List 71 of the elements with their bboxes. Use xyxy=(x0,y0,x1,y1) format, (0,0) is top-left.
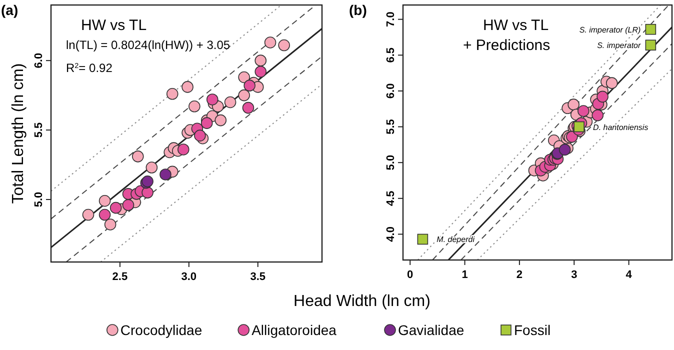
point xyxy=(417,234,428,245)
point xyxy=(98,208,111,221)
text: HW vs TL xyxy=(81,17,147,34)
point xyxy=(254,54,267,66)
point xyxy=(200,117,213,129)
x-tick-label: 2 xyxy=(516,269,523,281)
point xyxy=(238,71,250,84)
y-tick-label: 4.0 xyxy=(385,226,397,242)
point xyxy=(142,186,154,198)
x-tick-label: 3.5 xyxy=(250,271,266,283)
annotation: D. hantoniensis xyxy=(593,122,648,132)
point xyxy=(596,90,608,103)
point xyxy=(132,150,144,162)
point xyxy=(242,102,254,114)
x-tick-label: 1 xyxy=(462,269,468,281)
point xyxy=(254,66,267,78)
point xyxy=(224,96,236,108)
x-tick-label: 4 xyxy=(626,269,633,281)
point xyxy=(166,88,178,100)
y-tick-label: 4.5 xyxy=(385,190,397,206)
annotation: ln(TL) = 0.8024(ln(HW)) + 3.05 xyxy=(66,38,230,52)
point xyxy=(82,208,94,221)
point xyxy=(244,80,256,92)
y-axis-title: Total Length (ln cm) xyxy=(10,63,27,204)
legend-label: Alligatoroidea xyxy=(252,322,337,338)
point xyxy=(566,130,578,143)
annotation: R$^{2}$= 0.92 xyxy=(66,60,113,75)
y-tick-label: 6.0 xyxy=(385,83,397,99)
point xyxy=(568,98,580,110)
point xyxy=(104,218,116,230)
x-tick-label: 2.5 xyxy=(112,271,128,283)
y-tick-label: 5.5 xyxy=(33,122,45,138)
point xyxy=(645,24,656,35)
point xyxy=(188,100,200,112)
text: + Predictions xyxy=(463,37,550,54)
point xyxy=(558,144,571,156)
point xyxy=(578,105,590,117)
point xyxy=(278,39,290,52)
annotation: S. imperator (LR) xyxy=(579,25,641,34)
x-tick-label: 3 xyxy=(571,269,578,281)
legend-label: Crocodylidae xyxy=(120,322,202,338)
point xyxy=(606,77,618,89)
point xyxy=(98,194,111,207)
x-axis-title: Head Width (ln cm) xyxy=(294,293,430,310)
point xyxy=(194,130,206,142)
point xyxy=(206,94,218,106)
point xyxy=(110,202,122,214)
y-tick-label: 6.5 xyxy=(385,47,397,63)
x-tick-label: 3.0 xyxy=(181,271,197,283)
text: (a) xyxy=(1,2,18,18)
point xyxy=(645,40,656,51)
point xyxy=(146,162,158,174)
text: (b) xyxy=(349,2,367,18)
legend-label: Gavialidae xyxy=(398,322,464,338)
annotation: S. imperator xyxy=(597,41,642,50)
x-tick-label: 0 xyxy=(407,269,414,281)
legend-label: Fossil xyxy=(514,322,551,338)
y-tick-label: 5.0 xyxy=(33,192,45,208)
y-tick-label: 7.0 xyxy=(385,12,397,27)
point xyxy=(264,36,276,48)
point xyxy=(238,89,250,102)
y-tick-label: 5.0 xyxy=(385,154,397,170)
point xyxy=(182,81,194,93)
point xyxy=(592,109,604,122)
y-tick-label: 6.0 xyxy=(33,52,45,68)
text: HW vs TL xyxy=(483,17,549,34)
point xyxy=(177,144,190,156)
point xyxy=(214,114,227,126)
y-tick-label: 5.5 xyxy=(385,119,397,134)
point xyxy=(122,199,134,211)
point xyxy=(160,168,172,180)
